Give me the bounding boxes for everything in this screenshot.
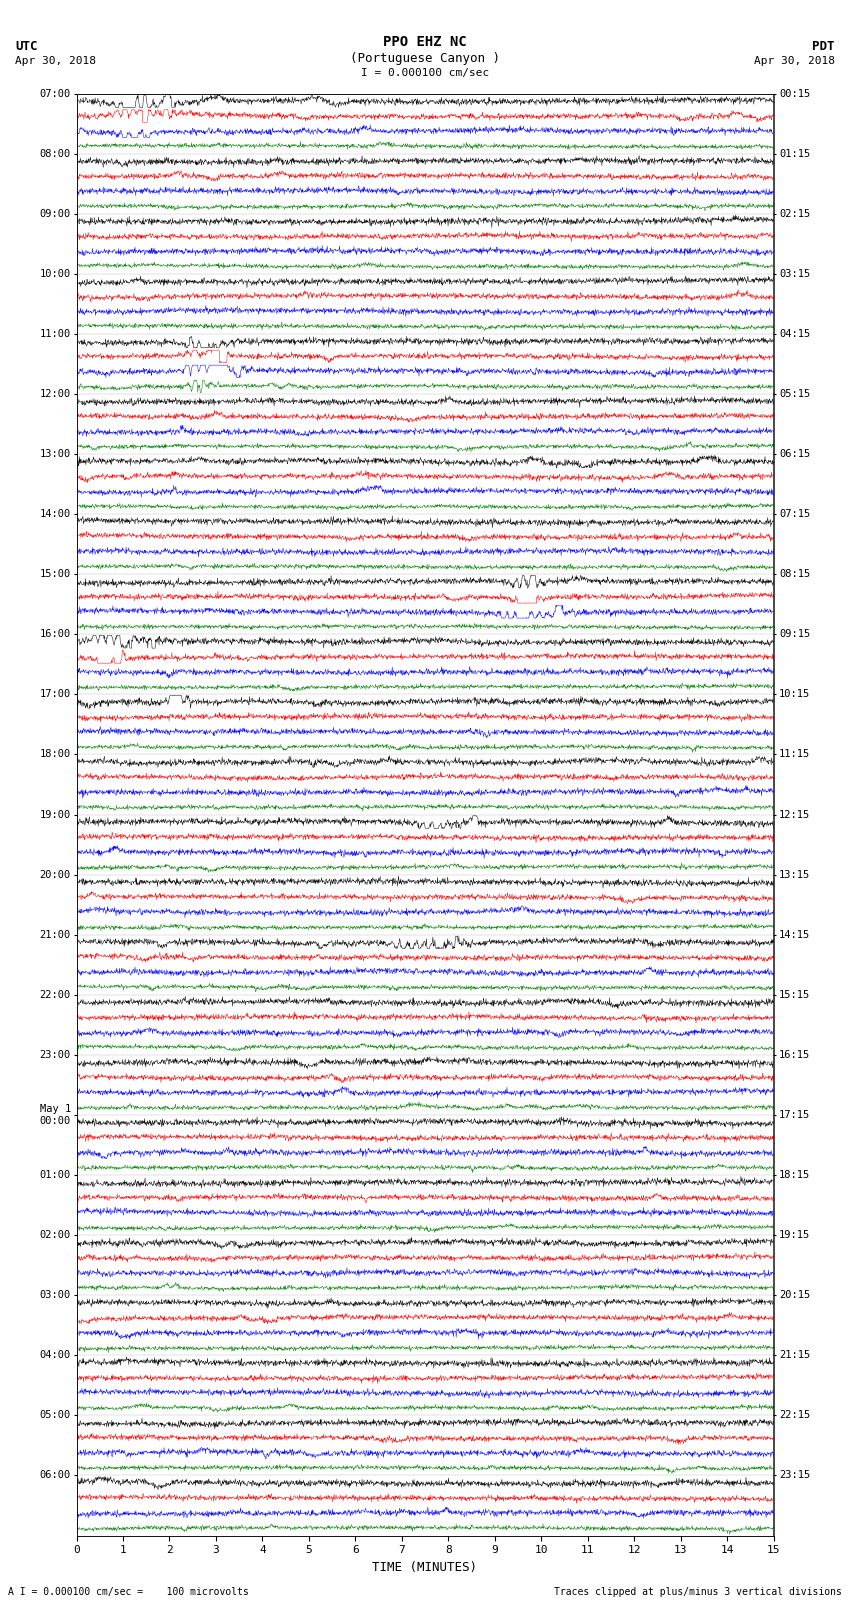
Text: A I = 0.000100 cm/sec =    100 microvolts: A I = 0.000100 cm/sec = 100 microvolts [8, 1587, 249, 1597]
Text: (Portuguese Canyon ): (Portuguese Canyon ) [350, 52, 500, 65]
Text: PPO EHZ NC: PPO EHZ NC [383, 35, 467, 50]
Text: Traces clipped at plus/minus 3 vertical divisions: Traces clipped at plus/minus 3 vertical … [553, 1587, 842, 1597]
Text: Apr 30, 2018: Apr 30, 2018 [15, 56, 96, 66]
X-axis label: TIME (MINUTES): TIME (MINUTES) [372, 1561, 478, 1574]
Text: I = 0.000100 cm/sec: I = 0.000100 cm/sec [361, 68, 489, 77]
Text: PDT: PDT [813, 40, 835, 53]
Text: Apr 30, 2018: Apr 30, 2018 [754, 56, 835, 66]
Text: UTC: UTC [15, 40, 37, 53]
